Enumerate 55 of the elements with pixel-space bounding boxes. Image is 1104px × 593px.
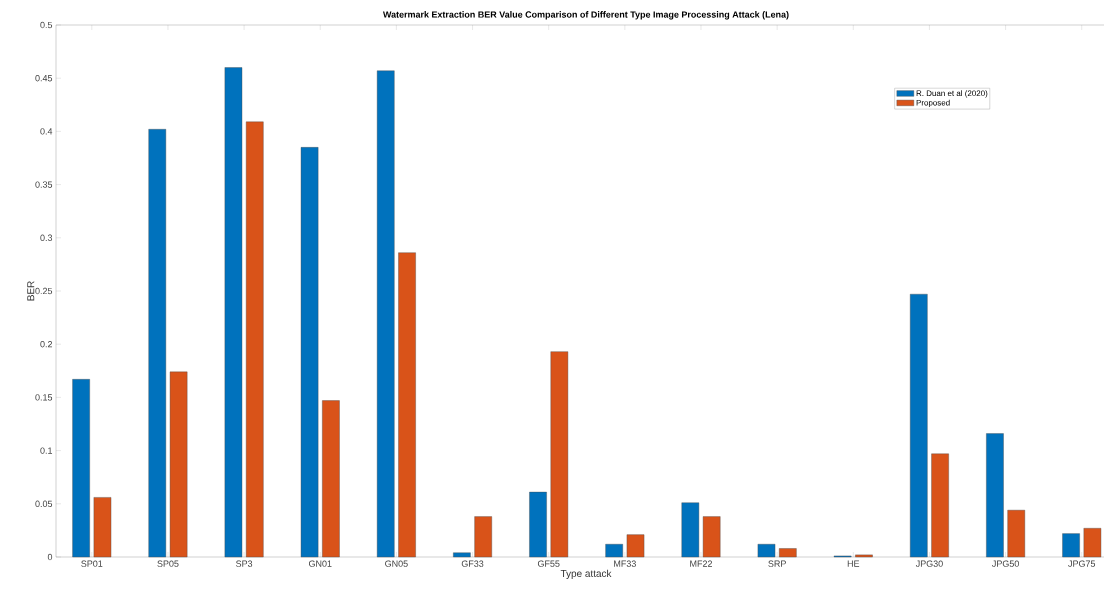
x-tick-label: GN01	[308, 560, 332, 567]
x-tick-label: MF33	[614, 560, 636, 567]
x-tick-label: SRP	[768, 560, 786, 567]
bar	[148, 129, 167, 558]
bar	[550, 351, 569, 558]
bar	[93, 497, 112, 558]
y-tick-label: 0.45	[35, 75, 53, 82]
x-tick-label: SP01	[81, 560, 103, 567]
bar	[626, 534, 645, 558]
chart-title: Watermark Extraction BER Value Comparison of Different Type Image Processing Attack (Lena)	[382, 11, 789, 20]
x-tick-label: GF33	[461, 560, 484, 567]
bar	[398, 252, 416, 558]
bar	[702, 516, 721, 558]
bar	[779, 548, 797, 558]
bar	[1083, 528, 1102, 558]
bar	[474, 516, 492, 558]
bar	[1062, 533, 1080, 558]
x-tick-label: HE	[847, 560, 860, 567]
bar	[910, 293, 928, 558]
bar	[757, 544, 776, 558]
x-tick-label: GF55	[537, 560, 560, 567]
bar	[322, 400, 340, 558]
x-tick-label: JPG75	[1068, 560, 1096, 567]
y-tick-label: 0.5	[40, 21, 53, 29]
y-tick-label: 0.35	[35, 181, 53, 188]
bar	[245, 121, 264, 558]
bar	[931, 453, 949, 558]
bar	[300, 147, 319, 558]
y-tick-label: 0.05	[35, 500, 53, 507]
x-tick-label: JPG50	[992, 560, 1019, 567]
y-tick-label: 0.2	[40, 341, 53, 348]
bar	[224, 67, 243, 558]
x-axis-title: Type attack	[560, 569, 612, 579]
bar	[986, 433, 1004, 558]
y-tick-label: 0.3	[40, 234, 53, 241]
x-tick-label: GN05	[385, 560, 408, 567]
bar	[681, 502, 700, 558]
bar	[453, 552, 471, 558]
bar	[1007, 509, 1026, 558]
y-tick-label: 0.1	[40, 447, 53, 454]
y-tick-label: 0.15	[35, 394, 53, 401]
y-axis-title: BER	[27, 281, 35, 301]
y-tick-label: 0	[47, 553, 53, 561]
bar	[376, 70, 395, 558]
y-tick-label: 0.4	[40, 128, 53, 135]
x-tick-label: MF22	[690, 560, 712, 567]
y-tick-label: 0.25	[35, 287, 53, 295]
bar	[529, 491, 547, 558]
bar	[605, 544, 623, 558]
x-tick-label: SP05	[157, 560, 179, 567]
x-tick-label: SP3	[236, 560, 253, 567]
bar	[855, 554, 873, 558]
bar	[72, 379, 90, 558]
x-tick-label: JPG30	[915, 560, 943, 567]
bar	[169, 371, 188, 558]
